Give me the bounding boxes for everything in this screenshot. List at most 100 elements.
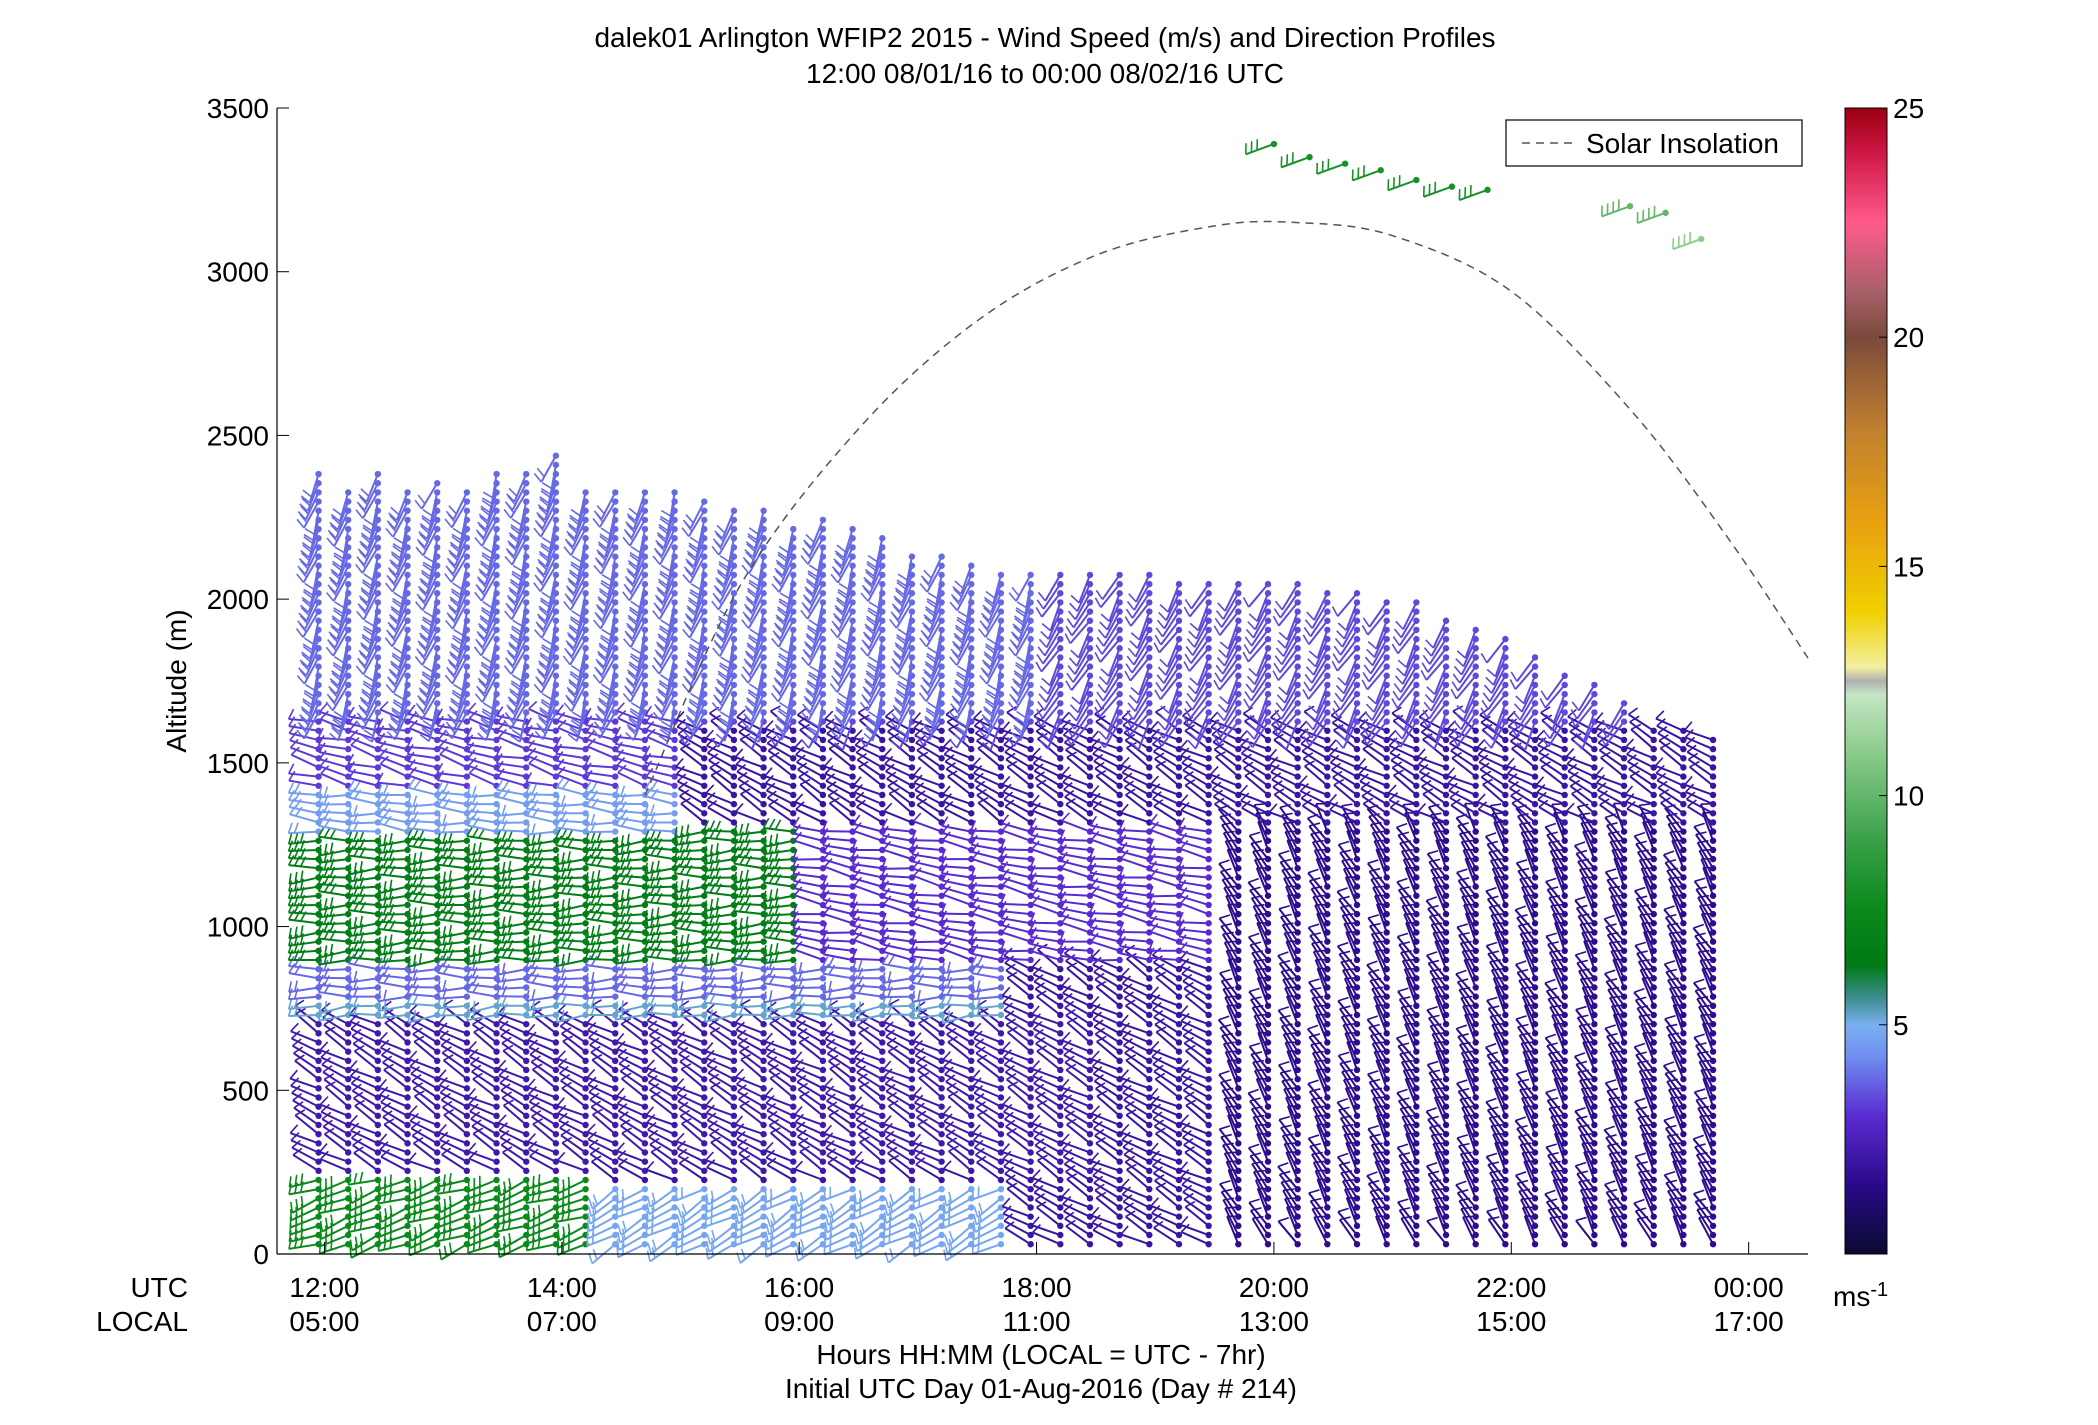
wind-barb — [303, 562, 322, 596]
y-tick-label: 1500 — [207, 748, 269, 779]
wind-barb — [327, 562, 352, 594]
wind-barb — [327, 507, 352, 539]
legend-label: Solar Insolation — [1586, 128, 1779, 159]
wind-barb — [294, 1109, 322, 1138]
wind-barb — [320, 1103, 352, 1129]
wind-barb — [317, 793, 352, 808]
wind-barb — [326, 672, 352, 704]
wind-barb — [319, 1213, 352, 1233]
wind-barb — [323, 1073, 352, 1101]
wind-barb — [333, 525, 352, 560]
wind-barb — [319, 1143, 352, 1165]
wind-barb — [290, 1132, 322, 1156]
wind-barb — [317, 727, 352, 744]
wind-barb — [298, 645, 322, 677]
y-tick-label: 3000 — [207, 257, 269, 288]
wind-barb — [300, 470, 322, 504]
wind-barb — [287, 949, 322, 964]
wind-barb — [319, 1222, 352, 1240]
wind-barb — [327, 617, 352, 649]
x-axis-label-secondary: Initial UTC Day 01-Aug-2016 (Day # 214) — [785, 1373, 1297, 1404]
x-tick-label-local: 05:00 — [289, 1306, 359, 1337]
wind-barb — [291, 1085, 322, 1110]
colorbar-tick-label: 5 — [1893, 1010, 1909, 1041]
wind-barb — [288, 723, 322, 744]
wind-barb — [297, 599, 322, 630]
wind-barb — [289, 1069, 322, 1092]
wind-barb — [349, 1185, 382, 1205]
wind-barb — [287, 831, 322, 845]
wind-barb — [332, 635, 352, 670]
y-tick-label: 3500 — [207, 93, 269, 124]
x-tick-label-local: 17:00 — [1714, 1306, 1784, 1337]
wind-barb — [297, 700, 322, 732]
x-tick-label-utc: 14:00 — [527, 1272, 597, 1303]
wind-barb — [330, 489, 352, 522]
wind-barb — [317, 734, 352, 753]
wind-barb — [297, 544, 322, 575]
colorbar-tick-label: 20 — [1893, 322, 1924, 353]
row-label-local: LOCAL — [96, 1306, 188, 1337]
wind-barb — [321, 1111, 352, 1138]
chart-subtitle: 12:00 08/01/16 to 00:00 08/02/16 UTC — [806, 58, 1284, 89]
wind-barb — [333, 580, 352, 615]
x-tick-label-local: 13:00 — [1239, 1306, 1309, 1337]
y-tick-label: 500 — [222, 1075, 269, 1106]
colorbar-tick-label: 10 — [1893, 781, 1924, 812]
wind-barb — [317, 959, 352, 973]
wind-barb — [298, 535, 322, 567]
chart-title: dalek01 Arlington WFIP2 2015 - Wind Spee… — [594, 22, 1495, 53]
wind-barb — [291, 1030, 322, 1055]
x-tick-label-utc: 18:00 — [1002, 1272, 1072, 1303]
wind-barb — [320, 1150, 352, 1175]
wind-barb — [303, 663, 322, 697]
x-axis-label: Hours HH:MM (LOCAL = UTC - 7hr) — [816, 1339, 1265, 1370]
y-axis-label: Altitude (m) — [161, 609, 192, 752]
wind-barb — [287, 822, 322, 835]
wind-barb — [295, 1007, 322, 1037]
wind-barb — [288, 770, 322, 789]
wind-barb — [303, 507, 322, 541]
x-tick-label-local: 15:00 — [1476, 1306, 1546, 1337]
y-tick-label: 2000 — [207, 584, 269, 615]
colorbar-gradient — [1844, 107, 1888, 1255]
wind-barb — [299, 635, 322, 668]
wind-barb — [319, 1041, 352, 1065]
wind-barb — [290, 1022, 322, 1046]
wind-barb — [329, 654, 352, 687]
legend: Solar Insolation — [1505, 119, 1803, 167]
wind-barb — [295, 608, 322, 638]
y-tick-label: 0 — [253, 1239, 269, 1270]
wind-barb — [292, 1147, 322, 1175]
x-tick-label-utc: 22:00 — [1476, 1272, 1546, 1303]
wind-barb — [292, 1093, 322, 1120]
wind-barb — [321, 1057, 352, 1083]
wind-barb — [349, 1114, 382, 1138]
wind-barb — [297, 489, 322, 521]
wind-barb — [332, 690, 352, 725]
x-tick-label-utc: 12:00 — [289, 1272, 359, 1303]
wind-barb — [349, 1231, 382, 1252]
wind-barb — [288, 925, 322, 940]
wind-barb — [290, 1077, 322, 1101]
colorbar-unit-exponent: -1 — [1870, 1279, 1888, 1301]
wind-barb — [320, 765, 352, 789]
wind-barb — [300, 525, 322, 559]
wind-barb — [302, 617, 322, 651]
x-tick-label-utc: 20:00 — [1239, 1272, 1309, 1303]
wind-barb — [289, 731, 322, 753]
wind-barb — [354, 1099, 382, 1129]
row-label-utc: UTC — [130, 1272, 188, 1303]
wind-barb — [328, 663, 352, 695]
wind-barb — [317, 905, 352, 919]
y-tick-label: 1000 — [207, 912, 269, 943]
wind-barbs — [287, 139, 1717, 1265]
wind-barb — [351, 1083, 382, 1110]
wind-barb — [289, 1124, 322, 1147]
colorbar-tick-label: 15 — [1893, 551, 1924, 582]
x-tick-label-utc: 16:00 — [764, 1272, 834, 1303]
wind-barb — [319, 1184, 352, 1200]
wind-barb — [287, 763, 322, 780]
x-tick-label-local: 09:00 — [764, 1306, 834, 1337]
